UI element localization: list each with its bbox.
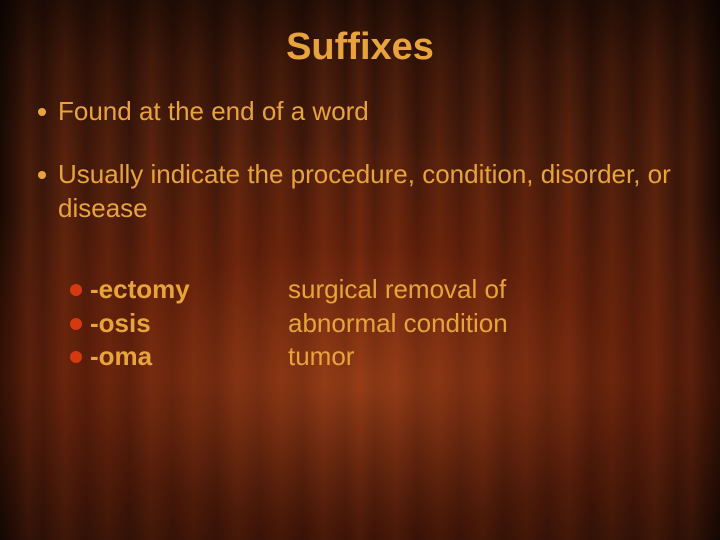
bullet-item: Usually indicate the procedure, conditio… <box>38 158 690 225</box>
bullet-list: Found at the end of a word Usually indic… <box>0 95 720 225</box>
example-definition: tumor <box>288 340 690 374</box>
bullet-text: Found at the end of a word <box>58 95 690 128</box>
example-term: -osis <box>90 307 288 341</box>
example-row: -oma tumor <box>70 340 690 374</box>
bullet-dot-icon <box>38 171 46 179</box>
round-bullet-icon <box>70 318 82 330</box>
example-term: -oma <box>90 340 288 374</box>
example-row: -ectomy surgical removal of <box>70 273 690 307</box>
bullet-text: Usually indicate the procedure, conditio… <box>58 158 690 225</box>
example-term: -ectomy <box>90 273 288 307</box>
examples-list: -ectomy surgical removal of -osis abnorm… <box>0 273 720 374</box>
round-bullet-icon <box>70 284 82 296</box>
bullet-item: Found at the end of a word <box>38 95 690 128</box>
example-definition: abnormal condition <box>288 307 690 341</box>
slide-content: Suffixes Found at the end of a word Usua… <box>0 0 720 540</box>
bullet-dot-icon <box>38 108 46 116</box>
slide-title: Suffixes <box>0 26 720 69</box>
example-definition: surgical removal of <box>288 273 690 307</box>
round-bullet-icon <box>70 351 82 363</box>
example-row: -osis abnormal condition <box>70 307 690 341</box>
